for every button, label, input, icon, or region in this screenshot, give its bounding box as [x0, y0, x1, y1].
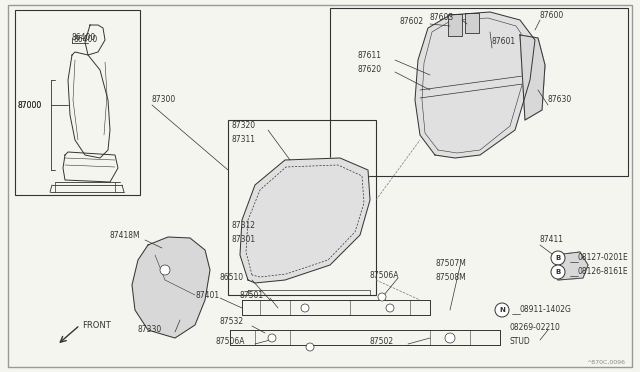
Text: FRONT: FRONT	[82, 321, 111, 330]
Text: 86400: 86400	[74, 35, 99, 44]
Bar	[228, 120, 376, 295]
Text: 87000: 87000	[18, 100, 42, 109]
Text: 87508M: 87508M	[435, 273, 466, 282]
Polygon shape	[132, 237, 210, 338]
Text: 87532: 87532	[220, 317, 244, 327]
Text: 87418M: 87418M	[110, 231, 141, 240]
Text: 87311: 87311	[232, 135, 256, 144]
Text: 87506A: 87506A	[370, 270, 399, 279]
Text: 87301: 87301	[232, 235, 256, 244]
Text: 87411: 87411	[540, 235, 564, 244]
Text: 87320: 87320	[232, 121, 256, 129]
Text: 86400: 86400	[72, 33, 96, 42]
Bar	[330, 8, 628, 176]
Text: 08126-8161E: 08126-8161E	[578, 267, 628, 276]
Text: ^870C,0096: ^870C,0096	[586, 360, 625, 365]
Text: 87600: 87600	[540, 10, 564, 19]
Bar	[448, 14, 462, 36]
Text: STUD: STUD	[510, 337, 531, 346]
Circle shape	[386, 304, 394, 312]
Text: 87602: 87602	[400, 17, 424, 26]
Text: 87300: 87300	[152, 96, 176, 105]
Text: 87501: 87501	[240, 291, 264, 299]
Circle shape	[551, 251, 565, 265]
Text: 08269-02210: 08269-02210	[510, 324, 561, 333]
Polygon shape	[240, 158, 370, 283]
Bar	[465, 13, 479, 33]
Text: 87000: 87000	[18, 100, 42, 109]
Circle shape	[268, 334, 276, 342]
Polygon shape	[520, 35, 545, 120]
Text: 87601: 87601	[492, 38, 516, 46]
Text: 87611: 87611	[358, 51, 382, 60]
Text: B: B	[556, 269, 561, 275]
Text: 08127-0201E: 08127-0201E	[578, 253, 628, 263]
Text: 87506A: 87506A	[215, 337, 244, 346]
Text: 86510: 86510	[220, 273, 244, 282]
Circle shape	[495, 303, 509, 317]
Text: 87502: 87502	[370, 337, 394, 346]
Text: 87630: 87630	[548, 96, 572, 105]
Text: 87620: 87620	[358, 65, 382, 74]
Circle shape	[378, 293, 386, 301]
Text: 87330: 87330	[138, 326, 163, 334]
Text: 87603: 87603	[430, 13, 454, 22]
Text: 87312: 87312	[232, 221, 256, 230]
Polygon shape	[555, 252, 588, 280]
Circle shape	[445, 333, 455, 343]
Bar	[15, 10, 140, 195]
Circle shape	[301, 304, 309, 312]
Circle shape	[306, 343, 314, 351]
Text: 87507M: 87507M	[435, 259, 466, 267]
Text: N: N	[499, 307, 505, 313]
Text: 08911-1402G: 08911-1402G	[520, 305, 572, 314]
Text: 87401: 87401	[195, 291, 219, 299]
Text: B: B	[556, 255, 561, 261]
Polygon shape	[415, 12, 535, 158]
Circle shape	[551, 265, 565, 279]
Circle shape	[160, 265, 170, 275]
